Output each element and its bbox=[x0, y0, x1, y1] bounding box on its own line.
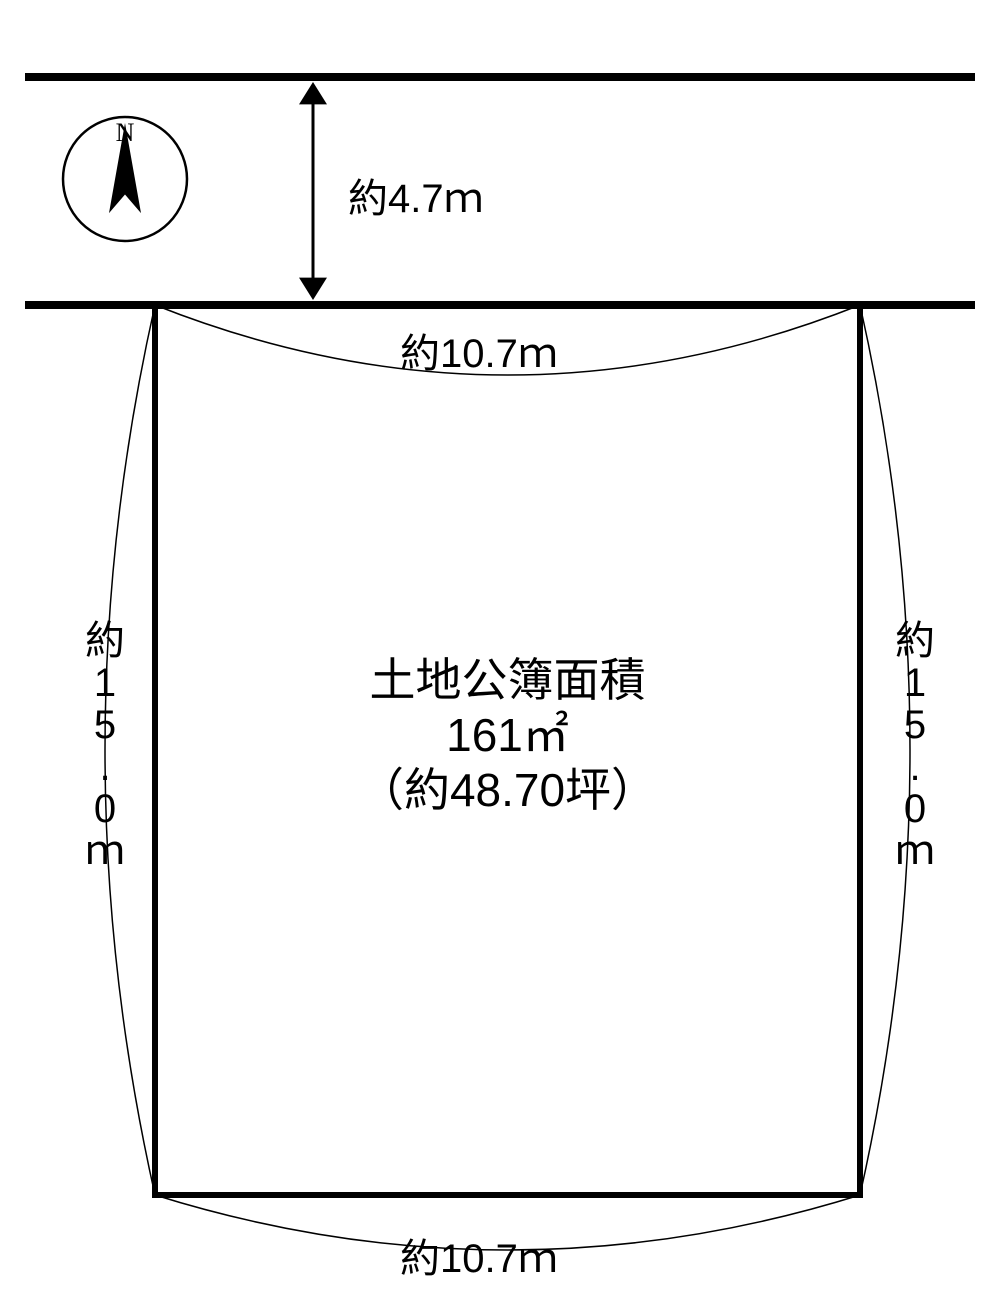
top-width-label: 約10.7ｍ bbox=[400, 332, 558, 376]
bottom-dim-curve-right bbox=[508, 1195, 861, 1250]
area-tsubo-label: （約48.70坪） bbox=[0, 754, 1000, 820]
road-width-arrow-head-down bbox=[299, 278, 327, 300]
road-width-arrow-head-up bbox=[299, 82, 327, 104]
top-dim-curve-right bbox=[508, 305, 861, 375]
road-width-label: 約4.7ｍ bbox=[348, 177, 484, 221]
compass-n-label: N bbox=[116, 118, 135, 147]
bottom-width-label: 約10.7ｍ bbox=[400, 1237, 558, 1281]
